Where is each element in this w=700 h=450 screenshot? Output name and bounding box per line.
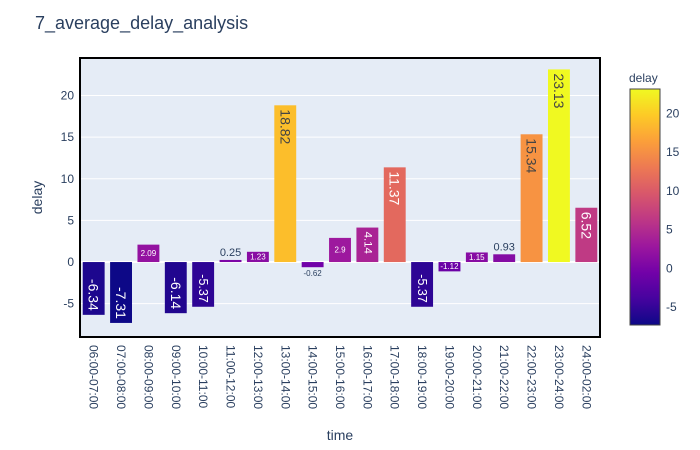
y-tick-label: -5: [63, 297, 74, 311]
x-tick-label: 17:00-18:00: [388, 345, 402, 409]
bar-label: 2.9: [334, 245, 346, 254]
x-tick-label: 08:00-09:00: [141, 345, 155, 409]
bar-label: 0.25: [220, 247, 241, 259]
x-tick-label: 11:00-12:00: [224, 345, 238, 408]
colorbar-tick-label: 20: [666, 106, 680, 120]
bar: [575, 207, 598, 263]
x-tick-label: 24:00-02:00: [579, 345, 593, 409]
bar: [411, 262, 434, 307]
y-tick-label: 10: [61, 172, 75, 186]
plot-border: [79, 57, 601, 338]
x-tick-label: 16:00-17:00: [360, 345, 374, 409]
y-tick-label: 5: [67, 213, 74, 227]
x-tick-label: 22:00-23:00: [525, 345, 539, 409]
x-tick-label: 06:00-07:00: [87, 345, 101, 409]
colorbar-tick-label: 5: [666, 223, 673, 237]
x-tick-label: 15:00-16:00: [333, 345, 347, 409]
bar: [246, 251, 269, 263]
x-tick-label: 14:00-15:00: [306, 345, 320, 409]
bar: [82, 262, 105, 315]
colorbar-ticks: -5 0 5 10 15 20: [666, 106, 680, 314]
bar-label: -6.34: [86, 279, 102, 311]
bar: [110, 262, 132, 323]
colorbar-tick-label: 10: [666, 184, 680, 198]
colorbar-gradient: [629, 88, 661, 326]
bar-label: 4.14: [361, 232, 373, 255]
bar-label: 15.34: [524, 138, 540, 173]
bar: [164, 262, 187, 314]
bar-label: 11.37: [387, 171, 403, 205]
bar-label: -1.12: [440, 262, 459, 271]
x-axis-title: time: [327, 427, 354, 443]
x-tick-label: 19:00-20:00: [442, 345, 456, 409]
bar: [465, 252, 488, 263]
y-axis-title: delay: [29, 181, 45, 214]
bar: [383, 167, 406, 263]
x-tick-label: 13:00-14:00: [278, 345, 292, 409]
bar-label: -0.62: [304, 269, 323, 278]
colorbar-tick-label: 0: [666, 261, 673, 275]
bar-label: -5.37: [415, 274, 429, 303]
y-axis-ticks: -5 0 5 10 15 20: [61, 88, 75, 310]
bar: [438, 262, 461, 272]
x-tick-label: 20:00-21:00: [470, 345, 484, 409]
x-tick-label: 12:00-13:00: [251, 345, 265, 409]
colorbar-tick-label: -5: [666, 300, 677, 314]
bar: [548, 69, 570, 263]
bar-label: 0.93: [493, 241, 514, 253]
bar: [192, 262, 215, 307]
bar-label: -6.14: [168, 277, 184, 309]
bar-label: 1.15: [469, 253, 485, 262]
bar-label: 6.52: [578, 212, 594, 239]
y-tick-label: 20: [61, 88, 75, 102]
x-axis-ticks: 06:00-07:00 07:00-08:00 08:00-09:00 09:00-1…: [87, 345, 594, 409]
bar: [274, 105, 297, 263]
bars: [82, 69, 598, 323]
bar-label: 2.09: [141, 249, 157, 258]
plot-area: -6.34 -7.31 2.09 -6.14 -5.37 0.25 1.23 18.82 -0.…: [79, 57, 601, 338]
bar: [329, 237, 351, 263]
x-tick-label: 18:00-19:00: [415, 345, 429, 409]
bar-label: -7.31: [113, 287, 129, 319]
x-tick-label: 21:00-22:00: [497, 345, 511, 409]
bar-label: -5.37: [196, 274, 210, 303]
bar-label: 1.23: [250, 252, 266, 261]
y-tick-label: 0: [67, 255, 74, 269]
x-tick-label: 10:00-11:00: [196, 345, 210, 408]
bar: [493, 254, 516, 263]
bar: [219, 259, 242, 263]
bar: [301, 262, 324, 268]
y-tick-label: 15: [61, 130, 75, 144]
x-tick-label: 09:00-10:00: [169, 345, 183, 409]
bar-label: 18.82: [277, 109, 293, 144]
bar: [520, 134, 543, 263]
bar: [137, 244, 160, 263]
bar: [356, 227, 379, 263]
bar-label: 23.13: [551, 73, 567, 108]
colorbar-title: delay: [629, 71, 658, 85]
x-tick-label: 07:00-08:00: [114, 345, 128, 409]
colorbar-tick-label: 15: [666, 145, 680, 159]
bar-labels: -6.34 -7.31 2.09 -6.14 -5.37 0.25 1.23 18.82 -0.…: [86, 73, 595, 319]
colorbar: delay -5 0 5 10 15 20: [629, 71, 680, 326]
x-tick-label: 23:00-24:00: [552, 345, 566, 409]
chart-title: 7_average_delay_analysis: [35, 13, 248, 34]
